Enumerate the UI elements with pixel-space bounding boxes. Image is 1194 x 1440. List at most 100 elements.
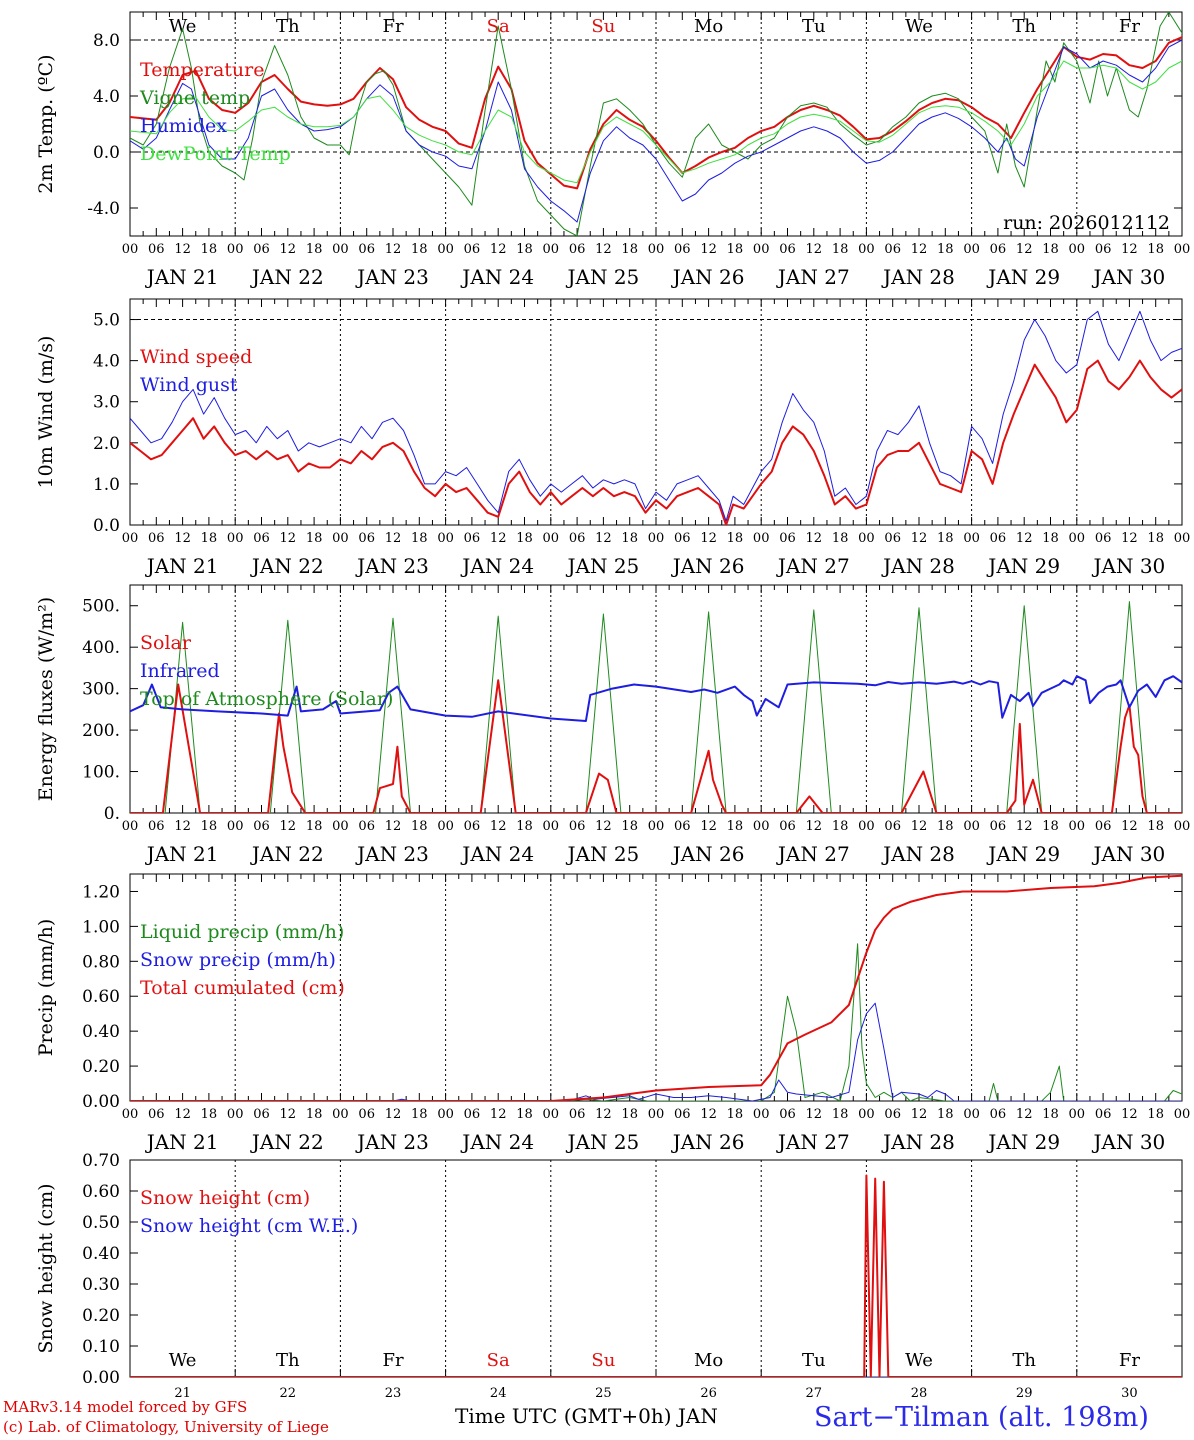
series-line-liquid-precip-mm-h- <box>130 943 1182 1101</box>
x-axis-label: Time UTC (GMT+0h) JAN <box>455 1404 718 1428</box>
x-hour-label: 00 <box>122 1107 139 1122</box>
x-hour-label: 00 <box>1069 1107 1086 1122</box>
x-hour-label: 12 <box>385 531 402 546</box>
x-hour-label: 12 <box>806 531 823 546</box>
x-hour-label: 18 <box>201 819 218 834</box>
x-hour-label: 18 <box>727 1107 744 1122</box>
weekday-label: Fr <box>1119 1350 1140 1371</box>
x-day-label: JAN 27 <box>776 554 850 578</box>
y-tick-label: 0.40 <box>82 1022 120 1042</box>
y-tick-label: 500. <box>82 597 120 617</box>
x-day-label: JAN 28 <box>881 1130 955 1154</box>
x-hour-label: 18 <box>937 242 954 257</box>
legend-entry: Temperature <box>140 59 264 81</box>
x-hour-label: 00 <box>122 242 139 257</box>
x-hour-label: 12 <box>490 531 507 546</box>
x-hour-label: 12 <box>1016 242 1033 257</box>
x-hour-label: 18 <box>306 242 323 257</box>
x-hour-label: 12 <box>700 819 717 834</box>
x-hour-label: 06 <box>1095 531 1112 546</box>
x-hour-label: 00 <box>543 1107 560 1122</box>
run-label: run: 2026012112 <box>1003 212 1170 234</box>
x-hour-label: 06 <box>674 531 691 546</box>
x-hour-label: 06 <box>779 1107 796 1122</box>
y-tick-label: 0.40 <box>82 1244 120 1264</box>
lab-credit: (c) Lab. of Climatology, University of L… <box>3 1418 329 1436</box>
y-axis-title: Precip (mm/h) <box>35 919 57 1057</box>
x-hour-label: 00 <box>122 819 139 834</box>
x-hour-label: 18 <box>516 242 533 257</box>
x-hour-label: 00 <box>963 242 980 257</box>
x-hour-label: 18 <box>201 242 218 257</box>
x-hour-label: 18 <box>621 1107 638 1122</box>
x-hour-label: 06 <box>253 1107 270 1122</box>
x-hour-label: 18 <box>727 819 744 834</box>
y-tick-label: 1.20 <box>82 882 120 902</box>
x-hour-label: 18 <box>832 1107 849 1122</box>
x-hour-label: 18 <box>832 819 849 834</box>
x-hour-label: 12 <box>280 819 297 834</box>
x-hour-label: 18 <box>937 1107 954 1122</box>
y-tick-label: 1.0 <box>93 475 120 495</box>
x-hour-label: 12 <box>806 242 823 257</box>
x-hour-label: 00 <box>332 1107 349 1122</box>
x-hour-label: 12 <box>174 819 191 834</box>
legend-entry: Total cumulated (cm) <box>140 977 345 999</box>
x-hour-label: 00 <box>963 531 980 546</box>
x-hour-label: 00 <box>122 531 139 546</box>
x-hour-label: 12 <box>700 531 717 546</box>
x-hour-label: 06 <box>148 531 165 546</box>
weekday-label: Th <box>1012 16 1036 37</box>
legend-entry: Humidex <box>140 115 227 137</box>
x-day-label: JAN 27 <box>776 265 850 289</box>
x-hour-label: 12 <box>911 242 928 257</box>
x-hour-label: 18 <box>1147 242 1164 257</box>
x-hour-label: 12 <box>490 819 507 834</box>
x-day-label: JAN 23 <box>355 1130 429 1154</box>
x-hour-label: 06 <box>990 531 1007 546</box>
weekday-label: Th <box>276 16 300 37</box>
x-hour-label: 06 <box>358 531 375 546</box>
weekday-label: Fr <box>1119 16 1140 37</box>
x-day-label: JAN 24 <box>460 1130 534 1154</box>
x-hour-label: 18 <box>306 819 323 834</box>
x-hour-label: 00 <box>753 819 770 834</box>
legend-entry: DewPoint Temp <box>140 143 291 165</box>
x-hour-label: 00 <box>227 242 244 257</box>
x-day-label: JAN 21 <box>145 265 219 289</box>
x-day-label: JAN 30 <box>1092 554 1166 578</box>
x-hour-label: 00 <box>1069 819 1086 834</box>
x-hour-label: 00 <box>1174 242 1191 257</box>
x-day-label: JAN 24 <box>460 265 534 289</box>
x-hour-label: 06 <box>990 1107 1007 1122</box>
series-line-infrared <box>130 675 1182 722</box>
panel-1: 8.0 4.0 0.0 -4.0 2m Temp. (ºC) 00 06 12 18 JAN 21… <box>35 11 1191 289</box>
y-tick-label: 100. <box>82 763 120 783</box>
x-hour-label: 06 <box>464 1107 481 1122</box>
x-hour-label: 12 <box>700 1107 717 1122</box>
x-hour-label: 00 <box>858 242 875 257</box>
x-hour-label: 12 <box>911 531 928 546</box>
x-hour-label: 18 <box>201 1107 218 1122</box>
x-hour-label: 18 <box>516 531 533 546</box>
y-tick-label: 0.30 <box>82 1275 120 1295</box>
panel-5: 0.00 0.10 0.20 0.30 0.40 0.50 0.60 0.70 Snow hei… <box>35 1151 1183 1401</box>
weekday-label: Th <box>1012 1350 1036 1371</box>
x-hour-label: 18 <box>1147 1107 1164 1122</box>
y-tick-label: 0.10 <box>82 1337 120 1357</box>
x-hour-label: 06 <box>779 242 796 257</box>
panel-2: 0.0 1.0 2.0 3.0 4.0 5.0 10m Wind (m/s) 00 06 12 18… <box>35 298 1190 578</box>
weekday-label: Mo <box>694 16 723 37</box>
x-day-number: 22 <box>280 1386 297 1401</box>
x-hour-label: 18 <box>306 1107 323 1122</box>
x-hour-label: 18 <box>1042 531 1059 546</box>
x-hour-label: 12 <box>595 819 612 834</box>
x-day-number: 23 <box>385 1386 402 1401</box>
legend-entry: Infrared <box>140 660 220 682</box>
x-hour-label: 12 <box>595 531 612 546</box>
x-hour-label: 18 <box>727 242 744 257</box>
x-hour-label: 18 <box>937 819 954 834</box>
panel-4: 0.00 0.20 0.40 0.60 0.80 1.00 1.20 Precip (mm/h… <box>35 873 1190 1154</box>
x-hour-label: 00 <box>227 819 244 834</box>
x-hour-label: 00 <box>963 819 980 834</box>
